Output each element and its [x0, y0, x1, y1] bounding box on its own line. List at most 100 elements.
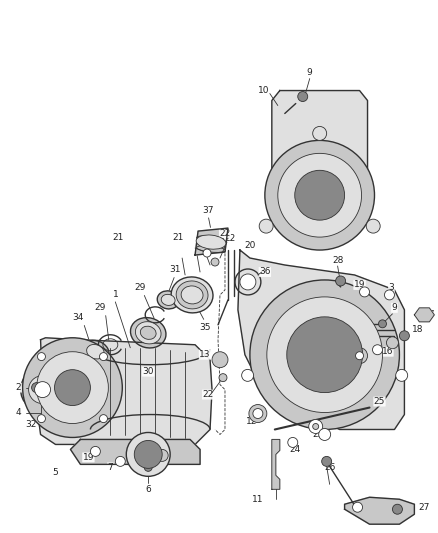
Circle shape — [321, 456, 332, 466]
Polygon shape — [272, 439, 280, 489]
Text: 12: 12 — [246, 417, 258, 426]
Circle shape — [37, 352, 108, 424]
Text: 9: 9 — [307, 68, 313, 77]
Text: 26: 26 — [324, 463, 336, 472]
Circle shape — [288, 438, 298, 447]
Circle shape — [399, 331, 410, 341]
Circle shape — [144, 463, 152, 471]
Ellipse shape — [157, 291, 179, 309]
Ellipse shape — [140, 326, 156, 340]
Text: 28: 28 — [332, 255, 343, 264]
Text: 18: 18 — [412, 325, 423, 334]
Ellipse shape — [181, 286, 203, 304]
Circle shape — [385, 290, 395, 300]
Circle shape — [212, 352, 228, 368]
Circle shape — [353, 502, 363, 512]
Text: 35: 35 — [199, 324, 211, 332]
Text: 5: 5 — [53, 468, 58, 477]
Ellipse shape — [87, 344, 104, 359]
Text: 2: 2 — [16, 383, 21, 392]
Text: 29: 29 — [134, 284, 146, 293]
Circle shape — [38, 415, 46, 423]
Text: 20: 20 — [244, 240, 256, 249]
Circle shape — [295, 171, 345, 220]
Text: 27: 27 — [419, 503, 430, 512]
Circle shape — [211, 258, 219, 266]
Circle shape — [267, 297, 382, 413]
Text: 14: 14 — [352, 360, 363, 369]
Circle shape — [242, 369, 254, 381]
Circle shape — [287, 317, 363, 393]
Circle shape — [265, 140, 374, 250]
Text: 33: 33 — [67, 413, 78, 422]
Ellipse shape — [161, 294, 175, 305]
Text: 30: 30 — [142, 367, 154, 376]
Circle shape — [156, 449, 168, 462]
Text: 31: 31 — [170, 265, 181, 274]
Text: 19: 19 — [83, 453, 94, 462]
Circle shape — [21, 368, 64, 411]
Polygon shape — [71, 439, 200, 464]
Circle shape — [319, 429, 331, 440]
Ellipse shape — [131, 318, 166, 348]
Circle shape — [38, 353, 46, 361]
Text: 22: 22 — [224, 233, 236, 243]
Text: 32: 32 — [25, 420, 36, 429]
Circle shape — [126, 432, 170, 477]
Ellipse shape — [171, 277, 213, 313]
Circle shape — [259, 219, 273, 233]
Text: 3: 3 — [389, 284, 394, 293]
Text: 21: 21 — [173, 232, 184, 241]
Text: 25: 25 — [374, 397, 385, 406]
Circle shape — [356, 352, 364, 360]
Text: 36: 36 — [259, 268, 271, 277]
Text: 16: 16 — [381, 347, 393, 356]
Circle shape — [352, 348, 367, 364]
Text: 22: 22 — [219, 229, 230, 238]
Circle shape — [203, 249, 211, 257]
Circle shape — [250, 280, 399, 430]
Circle shape — [90, 447, 100, 456]
Text: 34: 34 — [73, 313, 84, 322]
Ellipse shape — [176, 281, 208, 309]
Text: 7: 7 — [107, 463, 113, 472]
Circle shape — [313, 126, 327, 140]
Circle shape — [240, 274, 256, 290]
Text: 21: 21 — [113, 232, 124, 241]
Circle shape — [313, 424, 319, 430]
Text: 10: 10 — [258, 86, 270, 95]
Circle shape — [28, 376, 57, 403]
Text: 37: 37 — [202, 206, 214, 215]
Circle shape — [249, 405, 267, 423]
Ellipse shape — [82, 341, 109, 363]
Text: 29: 29 — [95, 303, 106, 312]
Polygon shape — [39, 338, 212, 445]
Circle shape — [219, 374, 227, 382]
Circle shape — [298, 92, 308, 101]
Circle shape — [253, 409, 263, 418]
Polygon shape — [414, 308, 434, 322]
Text: 22: 22 — [202, 390, 214, 399]
Circle shape — [278, 154, 361, 237]
Polygon shape — [238, 250, 404, 430]
Circle shape — [386, 337, 399, 349]
Text: 23: 23 — [312, 430, 323, 439]
Ellipse shape — [135, 322, 161, 344]
Text: 4: 4 — [16, 408, 21, 417]
Ellipse shape — [196, 235, 226, 249]
Text: 8: 8 — [159, 457, 165, 466]
Circle shape — [396, 369, 408, 381]
Text: 19: 19 — [354, 280, 365, 289]
Circle shape — [35, 382, 50, 398]
Text: 9: 9 — [392, 303, 397, 312]
Circle shape — [372, 345, 382, 355]
Text: 17: 17 — [424, 310, 435, 319]
Circle shape — [235, 269, 261, 295]
Polygon shape — [195, 228, 228, 255]
Circle shape — [392, 504, 403, 514]
Circle shape — [309, 419, 323, 433]
Circle shape — [23, 338, 122, 438]
Polygon shape — [272, 91, 367, 195]
Circle shape — [32, 383, 42, 393]
Circle shape — [134, 440, 162, 469]
